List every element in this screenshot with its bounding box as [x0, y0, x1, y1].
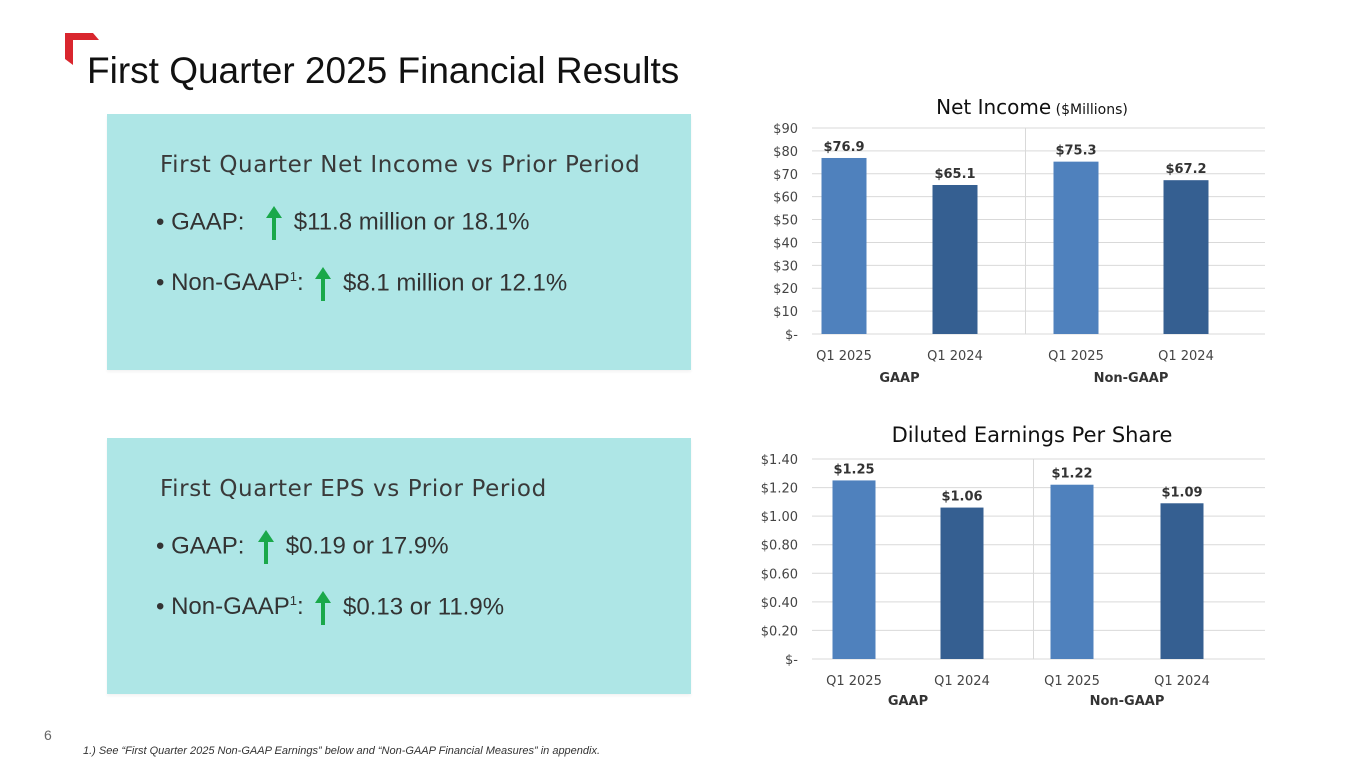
bullet-value: $11.8 million or 18.1%: [293, 208, 530, 236]
data-label: $75.3: [1055, 144, 1096, 159]
bar: [832, 480, 876, 659]
x-tick-label: Q1 2025: [1044, 674, 1100, 689]
y-tick-label: $30: [773, 259, 798, 274]
bar: [1050, 484, 1094, 659]
net-income-summary-box: First Quarter Net Income vs Prior Period…: [107, 114, 691, 370]
y-tick-label: $70: [773, 168, 798, 183]
bar: [1053, 161, 1099, 334]
bar: [932, 184, 978, 334]
y-tick-label: $50: [773, 214, 798, 229]
bullet-non-gaap: • Non-GAAP1: $0.13 or 11.9%: [156, 591, 504, 625]
eps-chart: Diluted Earnings Per Share $- $0.20 $0.40 $0…: [740, 418, 1280, 718]
data-label: $1.06: [941, 490, 982, 505]
bullet-label: • Non-GAAP: [156, 269, 290, 297]
y-tick-label: $0.80: [761, 539, 798, 554]
x-tick-label: Q1 2025: [816, 349, 872, 364]
box-heading: First Quarter EPS vs Prior Period: [160, 476, 547, 502]
bullet-label: • GAAP:: [156, 208, 245, 236]
y-tick-label: $90: [773, 122, 798, 137]
chart-title: Net Income ($Millions): [936, 95, 1128, 119]
bar: [821, 157, 867, 334]
x-tick-label: Q1 2024: [1154, 674, 1210, 689]
footnote-marker: 1: [289, 593, 298, 609]
eps-summary-box: First Quarter EPS vs Prior Period • GAAP…: [107, 438, 691, 694]
y-tick-label: $0.60: [761, 567, 798, 582]
net-income-chart: Net Income ($Millions) $- $10 $20 $30 $40 $50 $…: [740, 92, 1280, 392]
x-tick-label: Q1 2024: [934, 674, 990, 689]
bullet-value: $8.1 million or 12.1%: [343, 269, 568, 297]
up-arrow-icon: [266, 206, 283, 240]
y-tick-label: $1.00: [761, 510, 798, 525]
bullet-gaap: • GAAP: $11.8 million or 18.1%: [156, 206, 529, 240]
footnote-marker: 1: [289, 269, 298, 285]
bar: [940, 507, 984, 659]
y-tick-label: $80: [773, 145, 798, 160]
up-arrow-icon: [315, 267, 332, 301]
y-tick-label: $-: [785, 653, 798, 668]
y-tick-label: $10: [773, 305, 798, 320]
y-tick-label: $60: [773, 191, 798, 206]
page-number: 6: [44, 727, 52, 743]
footnote: 1.) See “First Quarter 2025 Non-GAAP Ear…: [83, 745, 601, 757]
y-tick-label: $1.20: [761, 482, 798, 497]
group-label: GAAP: [879, 371, 919, 386]
up-arrow-icon: [258, 530, 275, 564]
data-label: $67.2: [1165, 162, 1206, 177]
net-income-chart-svg: Net Income ($Millions) $- $10 $20 $30 $40 $50 $…: [773, 95, 1265, 386]
data-label: $1.22: [1051, 467, 1092, 482]
page-title: First Quarter 2025 Financial Results: [87, 50, 680, 91]
bar: [1163, 180, 1209, 334]
bullet-gaap: • GAAP: $0.19 or 17.9%: [156, 530, 449, 564]
data-label: $1.09: [1161, 485, 1202, 500]
logo-icon: [65, 33, 99, 65]
y-tick-label: $40: [773, 236, 798, 251]
x-tick-label: Q1 2024: [1158, 349, 1214, 364]
y-tick-label: $20: [773, 282, 798, 297]
data-label: $65.1: [934, 167, 975, 182]
y-tick-label: $1.40: [761, 453, 798, 468]
group-label: Non-GAAP: [1090, 694, 1165, 709]
x-tick-label: Q1 2025: [1048, 349, 1104, 364]
data-label: $1.25: [833, 462, 874, 477]
y-tick-label: $-: [785, 328, 798, 343]
eps-chart-svg: Diluted Earnings Per Share $- $0.20 $0.40 $0…: [761, 423, 1265, 709]
bullet-value: $0.13 or 11.9%: [343, 593, 505, 621]
bullet-label: • GAAP:: [156, 532, 245, 560]
y-tick-label: $0.40: [761, 596, 798, 611]
data-label: $76.9: [823, 140, 864, 155]
chart-title: Diluted Earnings Per Share: [892, 423, 1173, 447]
bar: [1160, 503, 1204, 659]
bullet-label: • Non-GAAP: [156, 593, 290, 621]
bullet-suffix: :: [297, 593, 304, 621]
up-arrow-icon: [315, 591, 332, 625]
group-label: GAAP: [888, 694, 928, 709]
x-tick-label: Q1 2024: [927, 349, 983, 364]
bullet-value: $0.19 or 17.9%: [285, 532, 449, 560]
chart-subtitle: ($Millions): [1051, 102, 1128, 118]
y-tick-label: $0.20: [761, 624, 798, 639]
box-heading: First Quarter Net Income vs Prior Period: [160, 152, 641, 178]
group-label: Non-GAAP: [1094, 371, 1169, 386]
bullet-non-gaap: • Non-GAAP1: $8.1 million or 12.1%: [156, 267, 567, 301]
x-tick-label: Q1 2025: [826, 674, 882, 689]
bullet-suffix: :: [297, 269, 304, 297]
